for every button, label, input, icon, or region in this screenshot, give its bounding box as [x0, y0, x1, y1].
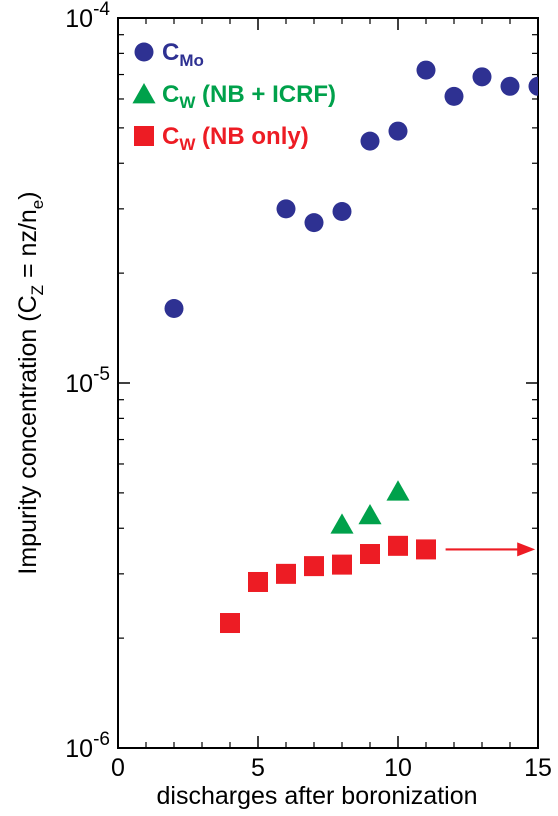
x-tick-label: 10: [384, 754, 412, 782]
plot-frame: [117, 17, 539, 749]
x-tick-label: 15: [524, 754, 552, 782]
x-axis-label: discharges after boronization: [156, 782, 477, 810]
data-point-circle: [388, 121, 408, 141]
arrow-head: [517, 542, 536, 557]
legend-label: CW (NB + ICRF): [162, 81, 336, 112]
data-point-square: [360, 544, 380, 565]
data-point-circle: [416, 60, 436, 80]
data-point-square: [304, 556, 324, 577]
data-point-circle: [276, 199, 296, 219]
y-tick-label: 10-6: [65, 729, 110, 763]
data-point-circle: [164, 298, 184, 318]
legend: CMo CW (NB + ICRF) CW (NB only): [132, 39, 336, 154]
data-point-triangle: [330, 513, 354, 534]
data-point-square: [248, 571, 268, 592]
axis-tick-labels: 0 5 10 15 10-6 10-5 10-4: [65, 0, 552, 782]
legend-label: CMo: [162, 39, 204, 70]
data-point-triangle: [386, 480, 410, 501]
data-point-circle: [304, 213, 324, 233]
y-axis-label-sub: Z: [28, 285, 47, 295]
y-axis-label-main: Impurity concentration (C: [14, 295, 42, 574]
data-point-square: [220, 613, 240, 634]
data-point-square: [332, 554, 352, 575]
y-axis-label-sub2: e: [28, 200, 47, 209]
x-tick-label: 0: [111, 754, 125, 782]
data-point-square: [416, 539, 436, 560]
data-point-triangle: [358, 503, 382, 525]
y-axis-label-tail: = nz/n: [14, 209, 42, 285]
y-axis-label: Impurity concentration (CZ = nz/ne): [14, 191, 47, 574]
data-point-square: [276, 563, 296, 584]
y-tick-label: 10-5: [65, 364, 110, 398]
data-marks: [164, 60, 538, 634]
data-point-circle: [472, 67, 492, 87]
legend-marker-square: [134, 126, 154, 146]
legend-marker-triangle: [132, 83, 156, 104]
data-point-circle: [528, 76, 538, 96]
data-point-circle: [360, 131, 380, 151]
data-point-circle: [500, 76, 520, 96]
data-point-circle: [444, 86, 464, 106]
axis-ticks: [117, 17, 539, 749]
data-point-square: [388, 535, 408, 556]
data-point-circle: [332, 202, 352, 222]
x-tick-label: 5: [251, 754, 265, 782]
legend-label: CW (NB only): [162, 123, 309, 154]
legend-marker-circle: [134, 42, 154, 62]
y-tick-label: 10-4: [65, 0, 110, 33]
annotations: [445, 542, 536, 557]
y-axis-label-close: ): [14, 191, 42, 199]
